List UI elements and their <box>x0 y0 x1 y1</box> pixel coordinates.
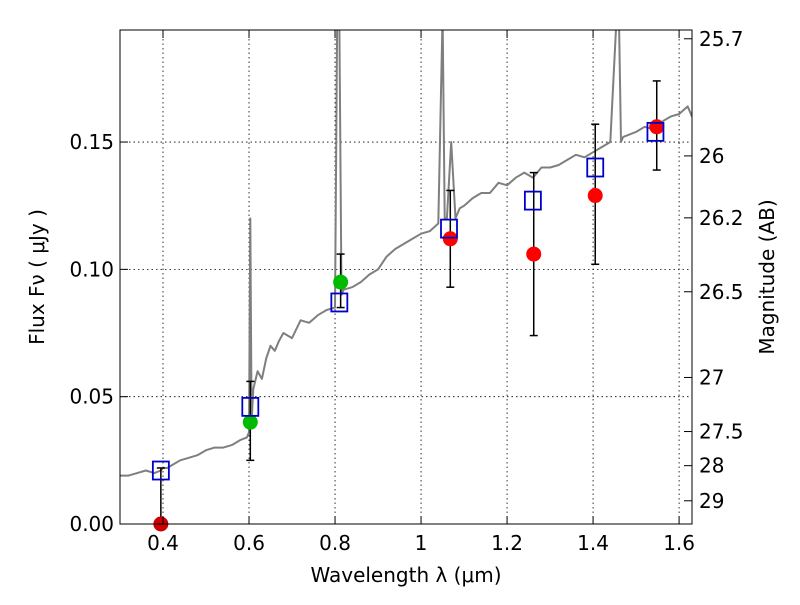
model-point <box>330 292 349 313</box>
right-tick-label: 26.5 <box>699 280 744 304</box>
y-tick-label: 0.10 <box>69 257 114 281</box>
right-tick-label: 27.5 <box>699 420 744 444</box>
y-tick-label: 0.05 <box>69 385 114 409</box>
x-axis-label-text: Wavelength λ (μm) <box>310 563 501 587</box>
observed-point <box>526 246 542 262</box>
observed-point <box>333 274 349 290</box>
model-point <box>241 396 260 417</box>
y-tick-label: 0.15 <box>69 130 114 154</box>
model-point <box>523 190 542 211</box>
axis-ticks <box>120 30 692 525</box>
model-point <box>151 460 170 481</box>
observed-point <box>242 414 258 430</box>
y-axis-label-text: Flux Fν ( μJy ) <box>25 209 49 345</box>
plot-frame <box>119 29 693 525</box>
right-axis-label-text: Magnitude (AB) <box>755 199 779 354</box>
model-photometry-points <box>151 121 665 481</box>
right-tick-label: 26 <box>699 144 724 168</box>
y-tick-label: 0.00 <box>69 512 114 536</box>
observed-point <box>649 119 665 135</box>
right-tick-label: 25.7 <box>699 27 744 51</box>
x-tick-label: 1 <box>415 531 428 555</box>
x-tick-label: 1.2 <box>491 531 523 555</box>
right-tick-label: 27 <box>699 365 724 389</box>
y-axis-label: Flux Fν ( μJy ) <box>25 209 49 345</box>
x-tick-label: 0.8 <box>319 531 351 555</box>
x-tick-label: 1.4 <box>577 531 609 555</box>
right-axis-label: Magnitude (AB) <box>755 199 779 354</box>
right-tick-label: 28 <box>699 454 724 478</box>
observed-point <box>587 188 603 204</box>
model-sed-layer <box>120 30 692 477</box>
model-sed-line <box>120 30 692 477</box>
model-point <box>646 121 665 142</box>
x-tick-label: 0.6 <box>233 531 265 555</box>
plot-background <box>120 30 692 524</box>
x-tick-label: 0.4 <box>147 531 179 555</box>
model-point <box>586 157 605 178</box>
observed-point <box>442 231 458 247</box>
x-axis-label: Wavelength λ (μm) <box>310 563 501 587</box>
model-point <box>440 218 458 239</box>
right-tick-label: 26.2 <box>699 206 744 230</box>
tick-labels: 0.4 0.6 0.8 1 1.2 1.4 1.6 0.00 0.05 0.10 0.15 25.7 2… <box>69 27 743 555</box>
x-tick-label: 1.6 <box>663 531 695 555</box>
right-tick-label: 29 <box>699 489 724 513</box>
